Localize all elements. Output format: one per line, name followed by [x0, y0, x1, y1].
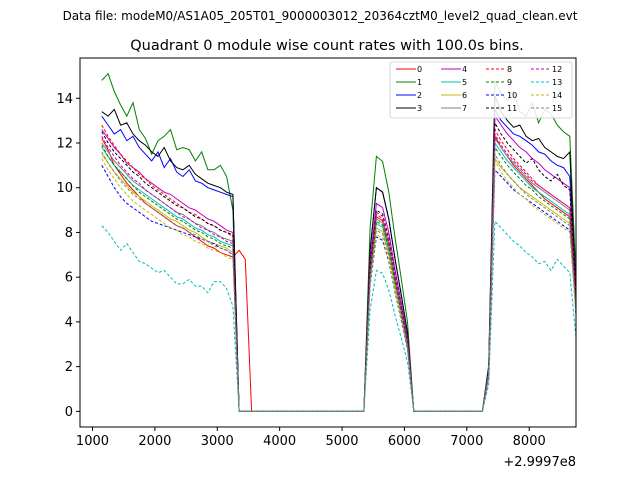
series-line-8 [101, 124, 577, 412]
legend-label-13: 13 [552, 78, 562, 87]
legend-label-3: 3 [417, 104, 422, 113]
legend-label-9: 9 [507, 78, 512, 87]
x-axis: 1000 2000 3000 4000 5000 6000 7000 8000 [76, 427, 546, 449]
legend-label-5: 5 [462, 78, 467, 87]
y-tick-label: 8 [65, 226, 73, 241]
x-tick-label: 4000 [263, 434, 296, 449]
y-tick-label: 14 [56, 92, 73, 107]
series-line-13 [101, 220, 577, 412]
legend-box [389, 61, 573, 119]
x-tick-label: 1000 [76, 434, 109, 449]
figure-suptitle: Data file: modeM0/AS1A05_205T01_90000030… [63, 9, 578, 23]
legend-label-1: 1 [417, 78, 422, 87]
x-tick-label: 6000 [388, 434, 421, 449]
y-tick-label: 12 [56, 136, 73, 151]
y-tick-label: 0 [65, 405, 73, 420]
x-tick-label: 7000 [450, 434, 483, 449]
legend-label-11: 11 [507, 104, 517, 113]
chart-title: Quadrant 0 module wise count rates with … [130, 38, 524, 54]
x-tick-label: 3000 [201, 434, 234, 449]
legend-label-12: 12 [552, 65, 562, 74]
legend-label-8: 8 [507, 65, 512, 74]
y-tick-label: 4 [65, 315, 73, 330]
legend-label-0: 0 [417, 65, 422, 74]
legend-label-7: 7 [462, 104, 467, 113]
y-tick-label: 2 [65, 360, 73, 375]
legend-label-15: 15 [552, 104, 562, 113]
legend-label-14: 14 [552, 91, 562, 100]
x-tick-label: 2000 [138, 434, 171, 449]
x-tick-label: 5000 [325, 434, 358, 449]
plot-lines [101, 72, 577, 412]
legend-label-4: 4 [462, 65, 467, 74]
x-tick-label: 8000 [513, 434, 546, 449]
axes-frame [79, 57, 577, 428]
series-line-15 [101, 151, 577, 412]
legend-label-6: 6 [462, 91, 467, 100]
x-axis-offset-label: +2.9997e8 [503, 455, 576, 470]
y-tick-label: 6 [65, 271, 73, 286]
legend-label-2: 2 [417, 91, 422, 100]
legend-label-10: 10 [507, 91, 517, 100]
y-tick-label: 10 [56, 181, 73, 196]
y-axis: 0 2 4 6 8 10 12 14 [56, 92, 80, 420]
series-line-9 [101, 144, 577, 412]
